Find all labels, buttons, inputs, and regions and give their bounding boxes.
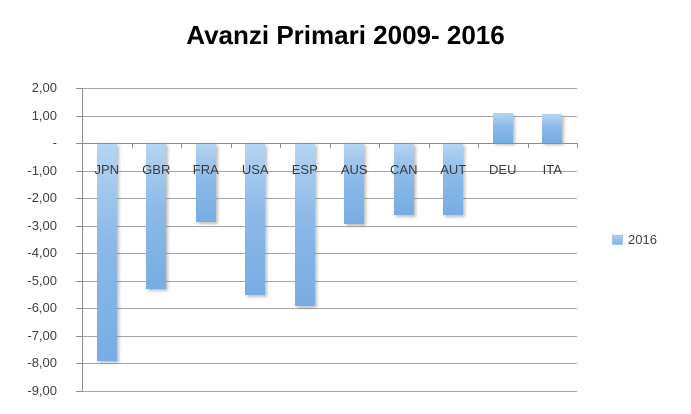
y-axis-tick-label: -5,00 — [27, 272, 57, 288]
y-axis-tick-label: -3,00 — [27, 217, 57, 233]
legend-series-marker-icon — [612, 234, 623, 245]
legend: 2016 — [612, 232, 657, 247]
y-axis-tick — [76, 391, 82, 392]
y-axis-tick-label: 1,00 — [31, 107, 57, 123]
bar-jpn — [96, 143, 117, 361]
x-axis-label-jpn: JPN — [94, 162, 120, 177]
y-axis-tick-label: -1,00 — [27, 162, 57, 178]
x-axis-label-usa: USA — [241, 162, 269, 177]
bar-ita — [542, 114, 563, 144]
y-axis-tick — [76, 363, 82, 365]
x-axis-tick — [230, 143, 232, 149]
bar-esp — [294, 143, 315, 306]
gridline — [82, 170, 577, 172]
gridline — [82, 253, 577, 255]
y-axis-tick-label: - — [52, 135, 57, 151]
y-axis-tick — [76, 225, 82, 227]
y-axis-tick-label: 2,00 — [31, 80, 57, 95]
bar-aus — [344, 143, 365, 225]
x-axis-tick — [131, 143, 133, 149]
x-axis-label-ita: ITA — [542, 162, 562, 177]
gridline — [82, 308, 577, 310]
x-axis-tick — [181, 143, 182, 149]
y-axis-tick-label: -7,00 — [27, 327, 57, 343]
legend-series-label: 2016 — [628, 232, 657, 247]
x-axis-label-can: CAN — [390, 162, 418, 177]
gridline — [82, 88, 577, 89]
bar-aut — [443, 143, 464, 215]
bar-gbr — [146, 143, 167, 290]
x-axis-tick — [428, 143, 430, 149]
y-axis-line — [82, 88, 83, 391]
x-axis-label-esp: ESP — [291, 162, 318, 177]
gridline — [82, 363, 577, 365]
x-axis-tick — [280, 143, 281, 149]
x-axis-label-fra: FRA — [192, 162, 219, 177]
y-axis-tick-label: -2,00 — [27, 190, 57, 206]
y-axis-tick — [76, 88, 82, 89]
bar-usa — [245, 143, 266, 295]
x-axis-label-deu: DEU — [489, 162, 517, 177]
x-axis-label-gbr: GBR — [142, 162, 171, 177]
y-axis-tick-label: -4,00 — [27, 245, 57, 261]
y-axis-tick — [76, 253, 82, 255]
bar-fra — [195, 143, 216, 222]
x-axis-tick — [478, 143, 479, 149]
y-axis-tick — [76, 198, 82, 200]
y-axis-tick-label: -8,00 — [27, 355, 57, 371]
y-axis-tick — [76, 308, 82, 310]
y-axis-tick — [76, 170, 82, 172]
gridline — [82, 391, 577, 392]
gridline — [82, 335, 577, 337]
gridline — [82, 225, 577, 227]
y-axis-tick — [76, 280, 82, 282]
x-axis-tick — [577, 143, 578, 149]
y-axis-tick — [76, 143, 82, 145]
x-axis-tick — [329, 143, 331, 149]
bar-can — [393, 143, 414, 215]
x-axis-label-aus: AUS — [340, 162, 368, 177]
x-axis-tick — [379, 143, 380, 149]
gridline — [82, 280, 577, 282]
gridline — [82, 198, 577, 200]
y-axis-tick-label: -6,00 — [27, 300, 57, 316]
bar-deu — [492, 112, 513, 144]
chart-title: Avanzi Primari 2009- 2016 — [186, 20, 505, 50]
y-axis-tick — [76, 335, 82, 337]
x-axis-tick — [527, 143, 529, 149]
y-axis-tick-label: -9,00 — [27, 383, 57, 398]
gridline — [82, 115, 577, 117]
y-axis-tick — [76, 115, 82, 117]
x-axis-label-aut: AUT — [440, 162, 467, 177]
